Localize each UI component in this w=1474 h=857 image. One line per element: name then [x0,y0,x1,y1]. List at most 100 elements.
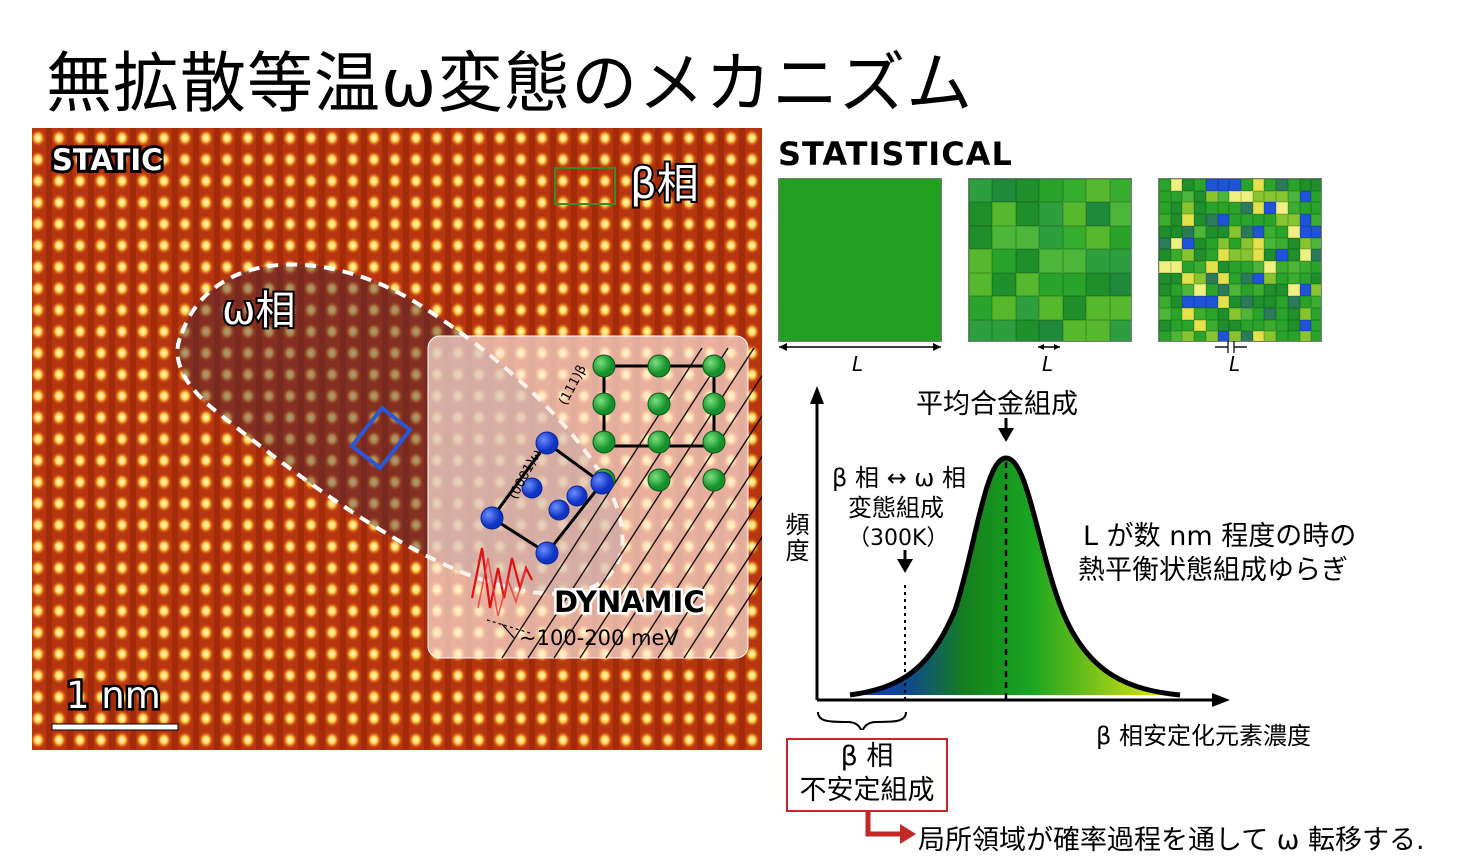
lattice-atom [387,581,403,598]
transition-note: 局所領域が確率過程を通して ω 転移する. [918,825,1425,856]
dynamic-label: DYNAMIC [554,585,705,619]
composition-tile [1194,249,1206,261]
lattice-atom [513,237,529,254]
lattice-atom [387,667,403,684]
lattice-atom [576,731,592,749]
composition-tile [1015,202,1040,226]
lattice-atom [135,172,151,190]
lattice-atom [513,710,529,727]
lattice-atom [198,344,214,362]
lattice-atom [261,280,277,297]
lattice-atom [93,387,109,405]
lattice-atom [597,258,613,276]
lattice-atom [324,301,340,319]
lattice-atom [366,581,382,598]
lattice-plane-line [631,455,762,659]
lattice-atom [32,387,46,405]
lattice-atom [660,129,676,147]
lattice-atom [72,538,88,555]
lattice-atom [177,667,193,684]
lattice-atom [723,301,739,319]
composition-tile [1182,225,1195,238]
lattice-atom [618,151,634,168]
composition-tile [1252,225,1265,238]
lattice-atom [345,538,361,555]
lattice-atom [114,430,130,448]
lattice-atom [639,688,655,706]
lattice-atom [219,731,235,749]
statistical-label: STATISTICAL [778,135,1013,173]
composition-tile [1039,202,1063,226]
composition-tile [1241,284,1253,297]
lattice-atom [198,172,214,190]
lattice-atom [282,473,298,491]
composition-tile [992,225,1016,250]
lattice-atom [198,602,214,620]
lattice-atom [366,559,382,577]
lattice-atom [32,688,46,706]
lattice-atom [492,172,508,190]
lattice-atom [618,731,634,749]
composition-tile [1311,202,1321,215]
lattice-atom [32,215,46,233]
lattice-atom [345,323,361,340]
composition-tile [1109,319,1131,341]
lattice-atom [93,409,109,426]
composition-tile [1264,237,1277,250]
composition-tile [1241,179,1253,191]
lattice-atom [114,151,130,168]
composition-tile [1299,202,1312,215]
lattice-atom [345,387,361,405]
lattice-atom [366,710,382,727]
lattice-atom [261,430,277,448]
blue-omega-atom [590,471,614,495]
lattice-atom [702,280,718,297]
lattice-atom [72,280,88,297]
lattice-atom [261,602,277,620]
lattice-atom [219,280,235,297]
lattice-atom [114,731,130,749]
composition-tile [1287,261,1300,273]
composition-tile [1194,214,1206,226]
lattice-atom [744,280,760,297]
lattice-atom [408,323,424,340]
lattice-atom [114,344,130,362]
lattice-atom [408,129,424,147]
lattice-atom [387,172,403,190]
lattice-atom [702,194,718,211]
composition-tile [1276,296,1288,308]
lattice-atom [408,344,424,362]
lattice-atom [618,129,634,147]
lattice-atom [639,237,655,254]
lattice-atom [51,280,67,297]
lattice-atom [387,731,403,749]
lattice-atom [597,151,613,168]
lattice-atom [261,559,277,577]
lattice-atom [387,516,403,534]
lattice-atom [282,731,298,749]
composition-tile [1287,190,1300,203]
composition-tile [1039,225,1063,250]
lattice-atom [324,172,340,190]
lattice-atom [156,409,172,426]
lattice-atom [198,237,214,254]
lattice-atom [639,667,655,684]
lattice-atom [177,559,193,577]
lattice-atom [156,516,172,534]
lattice-atom [450,151,466,168]
lattice-atom [72,452,88,469]
composition-tile [1170,272,1183,285]
lattice-atom [345,280,361,297]
lattice-atom [366,258,382,276]
lattice-atom [72,366,88,383]
lattice-atom [261,667,277,684]
lattice-atom [534,301,550,319]
composition-tile [1264,272,1277,285]
lattice-atom [32,323,46,340]
lattice-atom [345,667,361,684]
lattice-atom [261,731,277,749]
lattice-atom [177,409,193,426]
composition-tile [1241,225,1253,238]
lattice-atom [702,688,718,706]
lattice-atom [513,280,529,297]
